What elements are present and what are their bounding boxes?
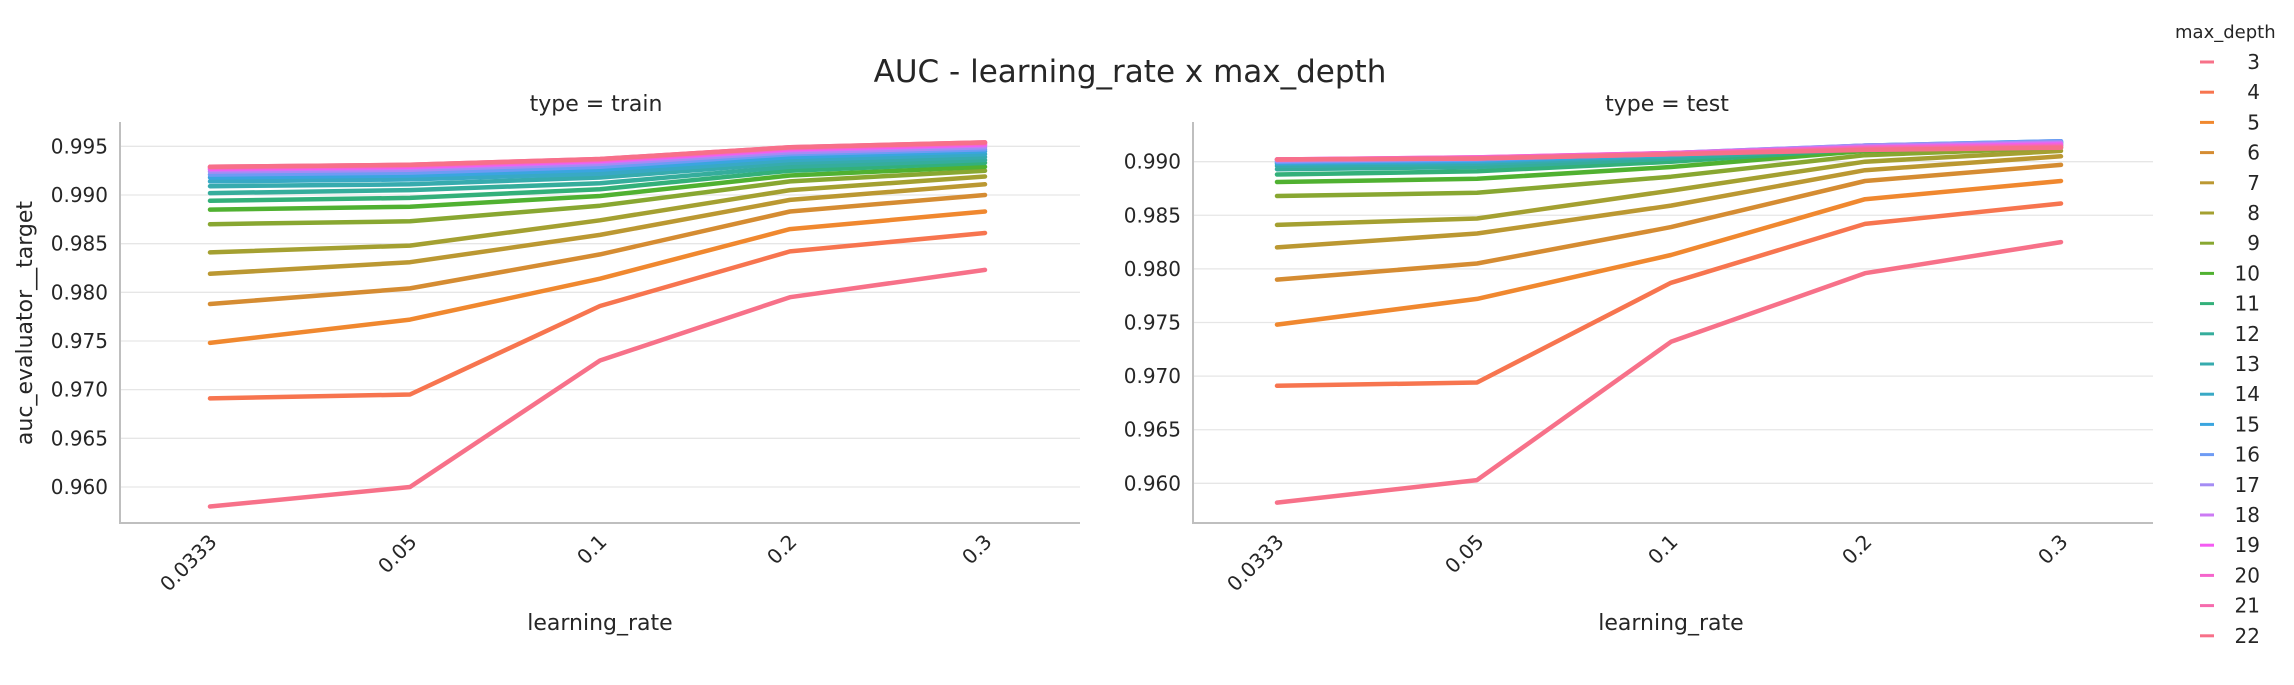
series-line-train-depth-9 — [207, 168, 988, 227]
series-train — [207, 140, 988, 509]
y-tick-label-test: 0.985 — [1124, 203, 1181, 227]
legend-label-depth-21: 21 — [2235, 594, 2260, 618]
y-tick-label-train: 0.980 — [51, 280, 108, 304]
legend-label-depth-22: 22 — [2235, 624, 2260, 648]
series-line-test-depth-5 — [1274, 178, 2064, 327]
y-ticks-test: 0.960 0.965 0.970 0.975 0.980 0.985 0.990 — [1124, 150, 1181, 496]
series-line-train-depth-14 — [207, 151, 988, 184]
x-tick-label-train: 0.1 — [572, 530, 611, 569]
y-tick-label-test: 0.990 — [1124, 150, 1181, 174]
series-line-train-depth-22 — [207, 140, 988, 170]
series-line-train-depth-13 — [207, 154, 988, 189]
series-line-train-depth-10 — [207, 164, 988, 212]
legend: max_depth 3 4 5 6 7 8 9 10 11 12 13 14 15 16 17 18 19 20 2… — [2175, 22, 2276, 648]
y-axis-label: auc_evaluator__target — [13, 201, 38, 445]
y-tick-label-test: 0.980 — [1124, 257, 1181, 281]
series-line-train-depth-3 — [207, 267, 988, 509]
panel-train: type = train 0.9600.9650.9700.9750.9800.… — [13, 92, 1080, 636]
legend-label-depth-15: 15 — [2235, 412, 2260, 436]
x-ticks-test: 0.0333 0.05 0.1 0.2 0.3 — [1222, 530, 2072, 596]
x-tick-label-test: 0.3 — [2033, 530, 2072, 569]
x-tick-label-test: 0.0333 — [1222, 530, 1288, 596]
legend-label-depth-9: 9 — [2247, 231, 2260, 255]
legend-label-depth-13: 13 — [2235, 352, 2260, 376]
legend-label-depth-19: 19 — [2235, 533, 2260, 557]
legend-label-depth-11: 11 — [2235, 292, 2260, 316]
series-line-test-depth-7 — [1274, 154, 2064, 250]
y-tick-label-train: 0.970 — [51, 378, 108, 402]
x-tick-label-train: 0.0333 — [155, 530, 221, 596]
series-line-test-depth-4 — [1274, 201, 2064, 389]
series-line-test-depth-8 — [1274, 148, 2064, 228]
y-tick-label-train: 0.960 — [51, 475, 108, 499]
axes-spine-train — [119, 122, 1080, 524]
y-tick-label-train: 0.990 — [51, 183, 108, 207]
series-line-train-depth-6 — [207, 192, 988, 307]
x-tick-label-train: 0.2 — [762, 530, 801, 569]
x-tick-label-test: 0.05 — [1440, 530, 1488, 578]
y-tick-label-train: 0.975 — [51, 329, 108, 353]
y-ticks-train: 0.960 0.965 0.970 0.975 0.980 0.985 0.990 0.995 — [51, 134, 108, 499]
legend-label-depth-6: 6 — [2247, 141, 2260, 165]
y-tick-label-train: 0.965 — [51, 426, 108, 450]
y-tick-label-test: 0.965 — [1124, 418, 1181, 442]
panel-title-train: type = train — [530, 92, 663, 117]
series-line-train-depth-12 — [207, 157, 988, 196]
y-tick-label-train: 0.985 — [51, 232, 108, 256]
x-axis-label-test: learning_rate — [1598, 611, 1743, 636]
series-line-train-depth-7 — [207, 182, 988, 277]
panel-title-test: type = test — [1605, 92, 1729, 117]
y-tick-label-train: 0.995 — [51, 134, 108, 158]
legend-label-depth-8: 8 — [2247, 201, 2260, 225]
y-tick-label-test: 0.975 — [1124, 311, 1181, 335]
legend-label-depth-10: 10 — [2235, 261, 2260, 285]
legend-title: max_depth — [2175, 22, 2276, 43]
legend-label-depth-14: 14 — [2235, 382, 2260, 406]
y-tick-label-test: 0.970 — [1124, 364, 1181, 388]
legend-label-depth-4: 4 — [2247, 80, 2260, 104]
legend-label-depth-3: 3 — [2247, 50, 2260, 74]
legend-items: 3 4 5 6 7 8 9 10 11 12 13 14 15 16 17 18 19 20 21 22 — [2200, 50, 2260, 648]
series-line-test-depth-9 — [1274, 145, 2064, 199]
x-tick-label-train: 0.05 — [373, 530, 421, 578]
legend-label-depth-12: 12 — [2235, 322, 2260, 346]
series-line-train-depth-15 — [207, 148, 988, 180]
legend-label-depth-5: 5 — [2247, 110, 2260, 134]
legend-label-depth-7: 7 — [2247, 171, 2260, 195]
x-axis-label-train: learning_rate — [527, 611, 672, 636]
legend-label-depth-20: 20 — [2235, 563, 2260, 587]
legend-label-depth-16: 16 — [2235, 443, 2260, 467]
legend-label-depth-17: 17 — [2235, 473, 2260, 497]
series-line-test-depth-6 — [1274, 162, 2064, 282]
legend-label-depth-18: 18 — [2235, 503, 2260, 527]
y-grid-train — [120, 145, 1080, 488]
series-line-test-depth-22 — [1274, 145, 2064, 162]
x-tick-label-test: 0.1 — [1643, 530, 1682, 569]
series-line-train-depth-8 — [207, 174, 988, 255]
series-line-train-depth-11 — [207, 160, 988, 204]
figure-title: AUC - learning_rate x max_depth — [874, 54, 1387, 90]
panel-test: type = test 0.9600.9650.9700.9750.9800.9… — [1124, 92, 2153, 636]
y-tick-label-test: 0.960 — [1124, 471, 1181, 495]
series-line-train-depth-5 — [207, 209, 988, 346]
series-line-test-depth-3 — [1274, 239, 2064, 505]
x-ticks-train: 0.0333 0.05 0.1 0.2 0.3 — [155, 530, 996, 596]
x-tick-label-train: 0.3 — [957, 530, 996, 569]
series-line-train-depth-4 — [207, 230, 988, 401]
series-test — [1274, 139, 2064, 505]
x-tick-label-test: 0.2 — [1837, 530, 1876, 569]
axes-spine-test — [1192, 122, 2153, 524]
